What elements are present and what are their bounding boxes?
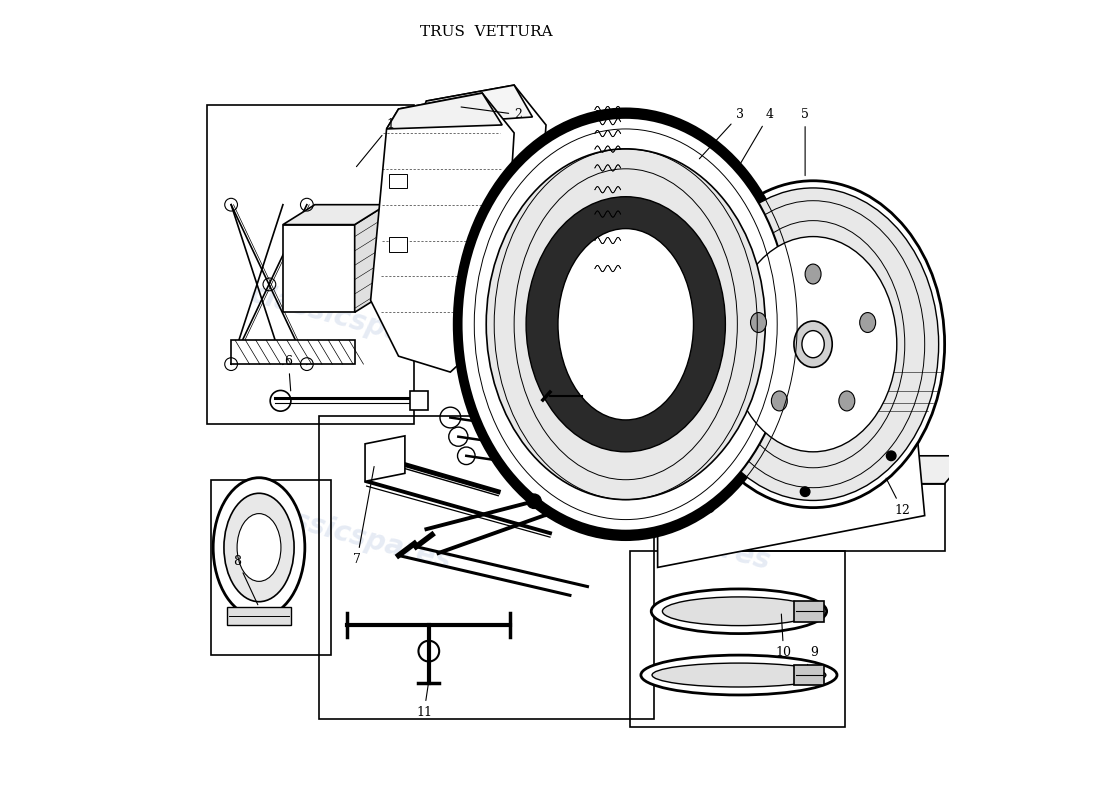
Text: TRUS  VETTURA: TRUS VETTURA bbox=[420, 26, 552, 39]
Polygon shape bbox=[386, 93, 503, 129]
Ellipse shape bbox=[662, 597, 815, 626]
Bar bbox=[410, 391, 428, 410]
Bar bbox=[389, 238, 407, 252]
Text: 5: 5 bbox=[801, 108, 808, 175]
Ellipse shape bbox=[526, 197, 725, 452]
Ellipse shape bbox=[729, 237, 896, 452]
Polygon shape bbox=[427, 85, 546, 372]
Polygon shape bbox=[371, 93, 514, 372]
Circle shape bbox=[801, 487, 810, 497]
Text: 8: 8 bbox=[233, 554, 257, 605]
Ellipse shape bbox=[805, 264, 821, 284]
Polygon shape bbox=[365, 436, 405, 482]
Polygon shape bbox=[283, 225, 354, 312]
Text: 1: 1 bbox=[356, 118, 395, 166]
Ellipse shape bbox=[802, 330, 824, 358]
Ellipse shape bbox=[651, 589, 826, 634]
Bar bbox=[227, 607, 290, 625]
Ellipse shape bbox=[860, 313, 876, 333]
Bar bbox=[794, 601, 824, 622]
Ellipse shape bbox=[454, 109, 798, 539]
Text: 11: 11 bbox=[416, 683, 432, 719]
Bar bbox=[794, 665, 824, 686]
Ellipse shape bbox=[750, 313, 767, 333]
Text: 3: 3 bbox=[700, 108, 744, 158]
Bar bbox=[389, 174, 407, 188]
Ellipse shape bbox=[641, 655, 837, 695]
Ellipse shape bbox=[688, 188, 938, 501]
Text: 6: 6 bbox=[285, 355, 293, 391]
Bar bbox=[319, 416, 653, 719]
Polygon shape bbox=[682, 456, 968, 484]
Circle shape bbox=[705, 503, 714, 513]
Bar bbox=[211, 480, 331, 655]
Polygon shape bbox=[354, 205, 386, 312]
Ellipse shape bbox=[486, 149, 766, 500]
Polygon shape bbox=[415, 85, 532, 125]
Text: classicspares: classicspares bbox=[246, 495, 454, 576]
Ellipse shape bbox=[771, 391, 788, 411]
Ellipse shape bbox=[794, 321, 833, 367]
Text: 12: 12 bbox=[887, 478, 911, 517]
Text: classicspares: classicspares bbox=[541, 320, 750, 401]
Text: 2: 2 bbox=[461, 107, 522, 121]
Text: classicspares: classicspares bbox=[565, 495, 773, 576]
Ellipse shape bbox=[558, 229, 693, 420]
Circle shape bbox=[887, 451, 896, 461]
Polygon shape bbox=[682, 484, 945, 551]
Polygon shape bbox=[231, 340, 354, 364]
Text: 10: 10 bbox=[776, 614, 792, 659]
Text: 7: 7 bbox=[353, 466, 374, 566]
Ellipse shape bbox=[462, 118, 790, 530]
Bar bbox=[629, 551, 845, 727]
Ellipse shape bbox=[224, 494, 294, 602]
Polygon shape bbox=[658, 388, 913, 468]
Polygon shape bbox=[283, 205, 386, 225]
Ellipse shape bbox=[213, 478, 305, 618]
Text: 9: 9 bbox=[807, 646, 818, 665]
Ellipse shape bbox=[652, 663, 826, 687]
Polygon shape bbox=[682, 456, 705, 551]
Ellipse shape bbox=[238, 514, 280, 582]
Circle shape bbox=[527, 494, 541, 509]
Text: 4: 4 bbox=[739, 108, 773, 166]
Bar bbox=[207, 105, 415, 424]
Text: classicspares: classicspares bbox=[246, 280, 454, 361]
Ellipse shape bbox=[682, 181, 945, 508]
Polygon shape bbox=[658, 388, 925, 567]
Ellipse shape bbox=[839, 391, 855, 411]
